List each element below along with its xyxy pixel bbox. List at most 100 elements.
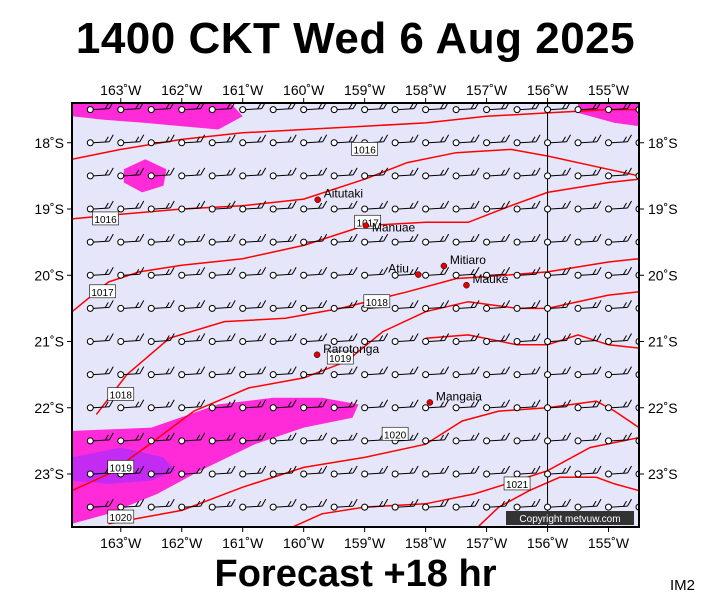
wind-barb-staff xyxy=(581,306,598,309)
wind-barb-feather xyxy=(104,169,109,176)
wind-barb xyxy=(483,333,511,345)
lon-label-top: 163˚W xyxy=(100,82,142,98)
wind-barb-staff xyxy=(306,108,323,111)
wind-barb xyxy=(483,233,511,246)
wind-station-circle xyxy=(574,271,582,279)
wind-barb-feather xyxy=(287,368,292,374)
wind-barb-feather xyxy=(200,399,206,407)
wind-barb-feather xyxy=(169,498,175,507)
wind-barb xyxy=(513,167,541,180)
wind-barb-feather xyxy=(165,136,170,143)
wind-barb-feather xyxy=(592,368,597,374)
wind-barb-feather xyxy=(196,335,201,341)
wind-station-circle xyxy=(422,271,430,279)
wind-barb-feather xyxy=(592,136,597,143)
wind-barb-feather xyxy=(322,167,328,176)
isobar-label-box xyxy=(92,211,119,226)
wind-station-circle xyxy=(208,172,216,180)
lon-label-bottom: 155˚W xyxy=(588,535,630,551)
wind-barb-staff xyxy=(459,439,476,442)
wind-station-circle xyxy=(391,205,399,213)
wind-station-circle xyxy=(605,503,613,511)
wind-barb xyxy=(269,134,297,147)
wind-station-circle xyxy=(361,404,369,412)
wind-barb-feather xyxy=(413,498,419,507)
wind-station-circle xyxy=(483,437,491,445)
wind-station-circle xyxy=(208,470,216,478)
wind-barb xyxy=(239,267,267,279)
wind-barb-staff xyxy=(367,340,384,342)
rain-area-light xyxy=(123,159,167,193)
wind-barb xyxy=(208,167,236,180)
wind-barb-feather xyxy=(139,399,145,407)
wind-station-circle xyxy=(330,205,338,213)
wind-barb-staff xyxy=(184,505,201,508)
wind-barb-feather xyxy=(318,136,323,143)
wind-barb xyxy=(452,333,480,345)
wind-barb-feather xyxy=(470,434,475,441)
wind-barb-feather xyxy=(505,300,511,308)
wind-barb-staff xyxy=(245,373,262,376)
wind-barb-feather xyxy=(352,333,358,341)
wind-barb-staff xyxy=(93,505,110,508)
wind-barb-feather xyxy=(409,103,414,109)
wind-station-circle xyxy=(269,404,277,412)
wind-barb-feather xyxy=(531,401,536,408)
wind-barb-staff xyxy=(215,207,232,210)
wind-barb-staff xyxy=(215,505,232,508)
wind-barb-feather xyxy=(226,368,231,374)
wind-barb-feather xyxy=(196,103,201,109)
map-title: 1400 CKT Wed 6 Aug 2025 xyxy=(75,14,636,63)
wind-barb-feather xyxy=(196,136,201,143)
place-label: Aitutaki xyxy=(324,187,363,201)
wind-barb-feather xyxy=(592,302,597,308)
wind-station-circle xyxy=(208,338,216,345)
wind-barb-staff xyxy=(550,108,567,111)
wind-barb xyxy=(361,103,388,114)
wind-barb xyxy=(513,333,541,345)
wind-barb-staff xyxy=(642,506,658,507)
wind-barb-staff xyxy=(611,174,628,177)
wind-barb-staff xyxy=(367,207,384,210)
wind-barb-staff xyxy=(428,273,445,276)
wind-barb-staff xyxy=(154,406,171,409)
wind-barb-staff xyxy=(337,273,354,276)
wind-station-circle xyxy=(452,172,460,180)
wind-barb-feather xyxy=(226,136,231,143)
wind-barb-staff xyxy=(398,472,415,475)
lat-label-left: 20˚S xyxy=(34,267,64,283)
wind-barb xyxy=(361,498,389,511)
wind-barb xyxy=(117,432,145,445)
wind-barb-staff xyxy=(184,174,201,177)
lon-label-top: 156˚W xyxy=(527,82,569,98)
wind-station-circle xyxy=(239,437,247,445)
wind-station-circle xyxy=(330,139,338,147)
wind-station-circle xyxy=(574,404,582,412)
wind-barb-feather xyxy=(226,401,231,408)
wind-barb-staff xyxy=(367,439,384,442)
isobar-label: 1017 xyxy=(89,284,116,299)
wind-barb-feather xyxy=(108,233,114,242)
wind-barb-feather xyxy=(474,267,480,275)
wind-station-circle xyxy=(269,106,277,114)
wind-barb-feather xyxy=(318,467,323,474)
wind-barb-feather xyxy=(104,103,109,109)
wind-barb xyxy=(452,366,480,379)
wind-barb xyxy=(483,134,511,147)
wind-barb-staff xyxy=(520,306,537,309)
wind-barb-feather xyxy=(658,433,662,440)
wind-barb-staff xyxy=(459,141,476,144)
wind-barb-feather xyxy=(383,233,389,242)
wind-barb xyxy=(422,267,450,279)
wind-barb-feather xyxy=(226,500,231,507)
wind-barb-feather xyxy=(291,399,297,407)
wind-barb-feather xyxy=(261,267,267,275)
wind-barb-feather xyxy=(165,434,170,441)
wind-barb-staff xyxy=(581,207,598,210)
wind-station-circle xyxy=(269,470,277,478)
wind-barb xyxy=(452,465,480,478)
wind-barb xyxy=(574,465,602,478)
wind-station-circle xyxy=(544,271,552,279)
wind-barb xyxy=(452,498,480,511)
wind-barb-feather xyxy=(592,103,597,109)
